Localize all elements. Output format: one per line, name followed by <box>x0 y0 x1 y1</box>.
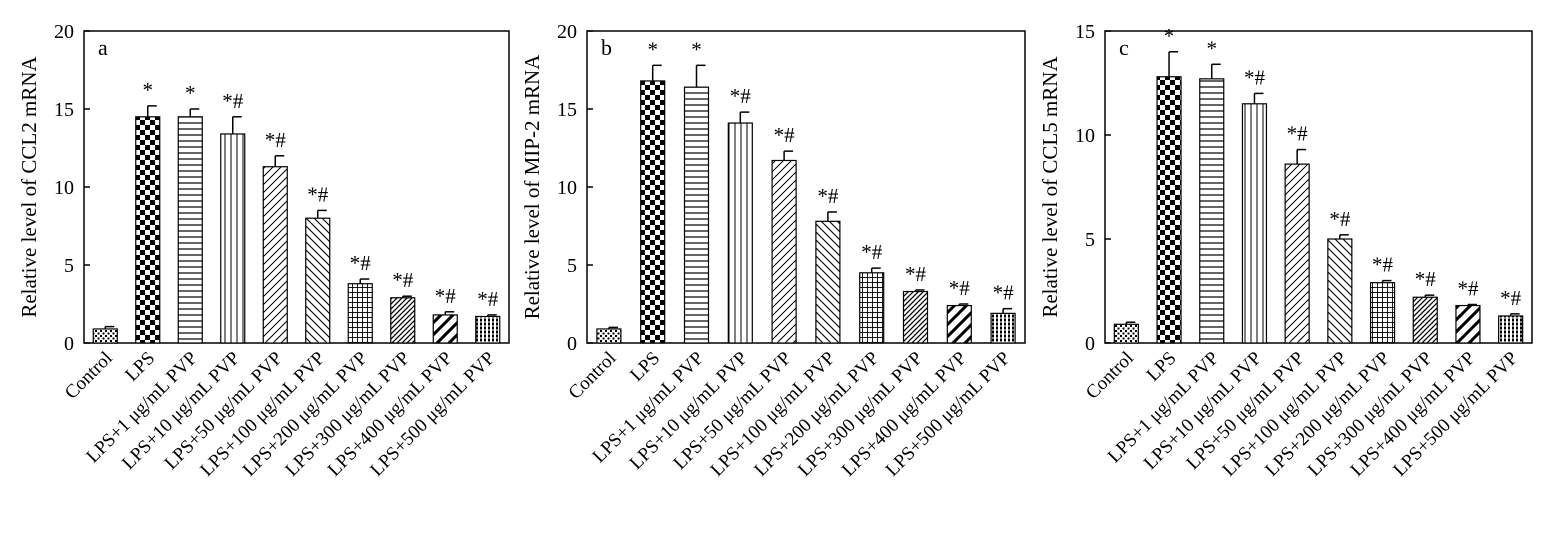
significance-label: *# <box>477 287 499 311</box>
bar <box>262 166 288 344</box>
significance-label: *# <box>817 184 839 208</box>
significance-label: *# <box>1372 253 1394 277</box>
significance-label: *# <box>1244 65 1266 89</box>
panel-letter: b <box>601 35 612 60</box>
significance-label: *# <box>730 84 752 108</box>
significance-label: *# <box>1329 207 1351 231</box>
y-tick-label: 10 <box>1075 125 1095 147</box>
significance-label: *# <box>265 128 287 152</box>
significance-label: *# <box>435 284 457 308</box>
significance-label: * <box>185 81 196 105</box>
y-tick-label: 5 <box>64 255 74 277</box>
bar <box>135 116 161 344</box>
bar <box>946 304 972 344</box>
significance-label: *# <box>949 276 971 300</box>
bar <box>1113 323 1139 344</box>
bar <box>305 217 331 344</box>
bar <box>859 272 885 344</box>
significance-label: * <box>1207 36 1218 60</box>
y-tick-label: 5 <box>567 255 577 277</box>
category-label: Control <box>565 348 621 404</box>
y-axis-title: Relative level of CCL5 mRNA <box>1038 56 1062 318</box>
bar <box>1369 282 1396 344</box>
significance-label: *# <box>1415 267 1437 291</box>
y-tick-label: 0 <box>567 333 577 355</box>
significance-label: * <box>691 37 702 61</box>
bar <box>1498 315 1524 344</box>
y-tick-label: 15 <box>1075 21 1095 43</box>
bar <box>727 122 753 344</box>
significance-label: *# <box>350 251 372 275</box>
bar <box>596 328 622 344</box>
bar <box>220 133 246 344</box>
bar <box>990 312 1016 344</box>
significance-label: *# <box>1287 122 1309 146</box>
panel-b: 0 5 10 15 20 Relative level of MIP-2 mRNA b Con… <box>520 21 1026 481</box>
significance-label: *# <box>1500 286 1522 310</box>
category-label: Control <box>61 348 117 404</box>
y-axis-title: Relative level of CCL2 mRNA <box>17 56 41 318</box>
bar <box>1327 238 1353 344</box>
significance-label: * <box>1164 24 1175 48</box>
bar <box>432 314 458 344</box>
bar <box>1241 103 1268 344</box>
category-label: LPS <box>626 348 664 386</box>
category-label: Control <box>1082 348 1138 404</box>
significance-label: * <box>647 37 658 61</box>
y-tick-label: 15 <box>54 99 74 121</box>
bar <box>640 80 666 344</box>
bar <box>390 297 416 344</box>
significance-label: *# <box>905 262 927 286</box>
panel-letter: c <box>1119 35 1129 60</box>
significance-label: * <box>143 78 154 102</box>
y-tick-label: 0 <box>1085 333 1095 355</box>
significance-label: *# <box>1457 277 1479 301</box>
significance-label: *# <box>774 123 796 147</box>
bar <box>92 328 118 344</box>
bar <box>177 116 203 344</box>
panel-letter: a <box>98 35 108 60</box>
plot-frame <box>1104 30 1533 344</box>
bar <box>1412 296 1438 344</box>
significance-label: *# <box>222 89 244 113</box>
significance-label: *# <box>392 268 414 292</box>
y-tick-label: 15 <box>557 99 577 121</box>
panel-c: 0 5 10 15 Relative level of CCL5 mRNA c Contro… <box>1038 21 1533 481</box>
bar <box>683 86 710 344</box>
bar <box>1284 163 1310 344</box>
significance-label: *# <box>861 240 883 264</box>
y-axis-title: Relative level of MIP-2 mRNA <box>520 54 544 320</box>
bar <box>1455 304 1481 344</box>
bar <box>347 283 373 344</box>
bar <box>771 159 797 344</box>
bar <box>1156 76 1182 344</box>
bar <box>1199 78 1225 344</box>
y-tick-label: 10 <box>557 177 577 199</box>
bar <box>815 220 841 344</box>
y-tick-label: 10 <box>54 177 74 199</box>
bar <box>902 290 929 344</box>
y-tick-label: 20 <box>54 21 74 43</box>
significance-label: *# <box>993 281 1015 305</box>
bar <box>475 315 501 344</box>
y-tick-label: 5 <box>1085 229 1095 251</box>
y-tick-label: 0 <box>64 333 74 355</box>
significance-label: *# <box>307 182 329 206</box>
y-tick-label: 20 <box>557 21 577 43</box>
panel-a: 0 5 10 15 20 Relative level of CCL2 mRNA a Cont… <box>17 21 510 481</box>
